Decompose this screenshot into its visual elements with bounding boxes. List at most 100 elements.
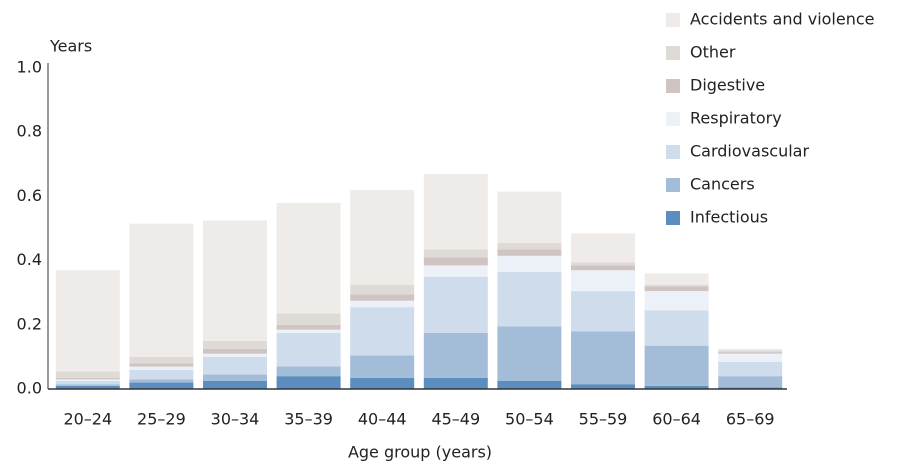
legend-swatch xyxy=(666,46,680,60)
legend-swatch xyxy=(666,13,680,27)
bar-segment xyxy=(129,356,194,364)
legend-swatch xyxy=(666,211,680,225)
bar-segment xyxy=(718,387,783,389)
bar-segment xyxy=(718,353,783,362)
bar-segment xyxy=(571,291,635,332)
bar-segment xyxy=(644,310,709,346)
bar-segment xyxy=(571,270,635,292)
x-tick-label: 30–34 xyxy=(211,410,260,429)
bar-segment xyxy=(203,348,267,354)
bar-segment xyxy=(55,380,120,385)
bar-segment xyxy=(203,353,267,357)
legend-swatch xyxy=(666,145,680,159)
bar-segment xyxy=(423,377,488,389)
bar-segment xyxy=(571,331,635,385)
bar-segment xyxy=(203,356,267,375)
x-tick-label: 45–49 xyxy=(431,410,480,429)
bar-segment xyxy=(497,380,562,389)
bar-segment xyxy=(423,173,488,250)
bar-segment xyxy=(644,286,709,292)
bar-segment xyxy=(644,345,709,386)
legend-label: Accidents and violence xyxy=(690,10,875,29)
bar-segment xyxy=(718,348,783,351)
legend-swatch xyxy=(666,178,680,192)
bar-segment xyxy=(203,220,267,341)
bar-segment xyxy=(55,270,120,372)
bar-segment xyxy=(55,377,120,380)
bar-segment xyxy=(203,374,267,381)
x-tick-label: 65–69 xyxy=(726,410,775,429)
bar-segment xyxy=(644,385,709,389)
bar-segment xyxy=(644,291,709,311)
bar-segment xyxy=(350,189,415,285)
bar-segment xyxy=(423,249,488,258)
x-axis-title: Age group (years) xyxy=(348,443,492,462)
bar-segment xyxy=(276,313,341,325)
bar-segment xyxy=(55,384,120,386)
bar-segment xyxy=(55,371,120,378)
x-tick-label: 20–24 xyxy=(63,410,112,429)
x-tick-label: 50–54 xyxy=(505,410,554,429)
y-tick-label: 0.2 xyxy=(17,314,42,333)
bar-segment xyxy=(571,233,635,263)
x-tick-label: 25–29 xyxy=(137,410,186,429)
bar-segment xyxy=(718,361,783,377)
bar-segment xyxy=(350,377,415,389)
y-tick-label: 0.4 xyxy=(17,250,42,269)
legend-label: Cardiovascular xyxy=(690,142,809,161)
bar-segment xyxy=(55,379,120,381)
bar-segment xyxy=(644,284,709,287)
legend-label: Respiratory xyxy=(690,109,782,128)
y-tick-label: 1.0 xyxy=(17,58,42,77)
bar-segment xyxy=(129,379,194,383)
bar-segment xyxy=(497,249,562,256)
bar-segment xyxy=(203,380,267,389)
bar-segment xyxy=(129,366,194,370)
bar-segment xyxy=(497,255,562,272)
bar-segment xyxy=(350,294,415,301)
y-tick-label: 0.0 xyxy=(17,379,42,398)
bar-segment xyxy=(718,350,783,353)
bar-segment xyxy=(571,384,635,389)
bar-segment xyxy=(276,376,341,389)
x-tick-label: 35–39 xyxy=(284,410,333,429)
bar-segment xyxy=(203,340,267,349)
bar-segment xyxy=(423,276,488,333)
legend-label: Other xyxy=(690,43,736,62)
bar-segment xyxy=(497,191,562,243)
bar-segment xyxy=(350,300,415,308)
bar-segment xyxy=(129,382,194,389)
legend-label: Cancers xyxy=(690,175,755,194)
bar-segment xyxy=(350,284,415,295)
x-tick-label: 60–64 xyxy=(652,410,701,429)
bar-segment xyxy=(129,363,194,367)
bar-segment xyxy=(276,324,341,330)
y-tick-label: 0.6 xyxy=(17,186,42,205)
bar-segment xyxy=(718,376,783,388)
bar-segment xyxy=(497,326,562,381)
bar-segment xyxy=(423,257,488,266)
legend-swatch xyxy=(666,112,680,126)
x-tick-label: 55–59 xyxy=(579,410,628,429)
bar-segment xyxy=(497,271,562,327)
y-tick-label: 0.8 xyxy=(17,122,42,141)
bar-segment xyxy=(423,265,488,277)
legend-label: Digestive xyxy=(690,76,765,95)
bar-segment xyxy=(718,352,783,354)
bar-segment xyxy=(350,355,415,378)
y-axis-title: Years xyxy=(49,37,92,56)
bar-segment xyxy=(423,332,488,378)
legend-swatch xyxy=(666,79,680,93)
bar-segment xyxy=(276,329,341,333)
bar-segment xyxy=(129,369,194,380)
legend-label: Infectious xyxy=(690,208,768,227)
bar-segment xyxy=(644,273,709,285)
bar-segment xyxy=(571,265,635,271)
bar-segment xyxy=(276,332,341,367)
bar-segment xyxy=(571,262,635,266)
bar-segment xyxy=(350,307,415,356)
bar-segment xyxy=(497,242,562,250)
bar-segment xyxy=(55,385,120,389)
bar-segment xyxy=(129,223,194,357)
